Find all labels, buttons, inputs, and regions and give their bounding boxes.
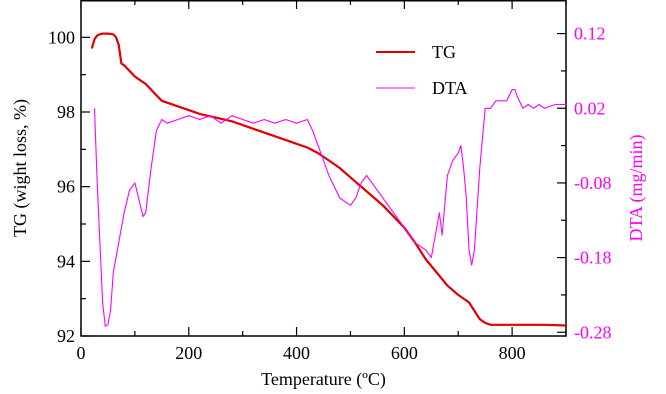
legend: TG DTA: [376, 42, 468, 98]
series-line-dta: [93, 89, 566, 327]
x-tick-label: 800: [499, 343, 526, 363]
y-left-tick-label: 100: [48, 27, 75, 47]
y-right-tick-label: -0.18: [574, 248, 612, 268]
y-right-tick-label: -0.08: [574, 173, 612, 193]
legend-label-dta: DTA: [432, 78, 468, 98]
y-right-tick-label: 0.12: [574, 24, 606, 44]
y-axis-left-title: TG (wight loss, %): [10, 99, 31, 237]
y-axis-right-title: DTA (mg/min): [626, 134, 647, 241]
y-right-tick-label: -0.28: [574, 322, 612, 342]
legend-label-tg: TG: [432, 42, 456, 62]
plot-frame: [80, 0, 567, 337]
y-axis-right: -0.28 -0.18 -0.08 0.02 0.12: [557, 24, 612, 342]
y-right-tick-label: 0.02: [574, 98, 606, 118]
x-axis-title: Temperature (ºC): [261, 369, 386, 390]
series-line-tg: [90, 32, 567, 327]
x-axis: 0 200 400 600 800: [77, 0, 567, 363]
y-left-tick-label: 92: [57, 326, 75, 346]
x-tick-label: 200: [175, 343, 202, 363]
x-tick-label: 0: [77, 343, 86, 363]
y-axis-left: 92 94 96 98 100: [48, 27, 90, 346]
series-layer: [90, 32, 567, 327]
x-tick-label: 600: [391, 343, 418, 363]
y-left-tick-label: 96: [57, 177, 75, 197]
y-left-tick-label: 94: [57, 251, 75, 271]
x-tick-label: 400: [283, 343, 310, 363]
y-left-tick-label: 98: [57, 102, 75, 122]
